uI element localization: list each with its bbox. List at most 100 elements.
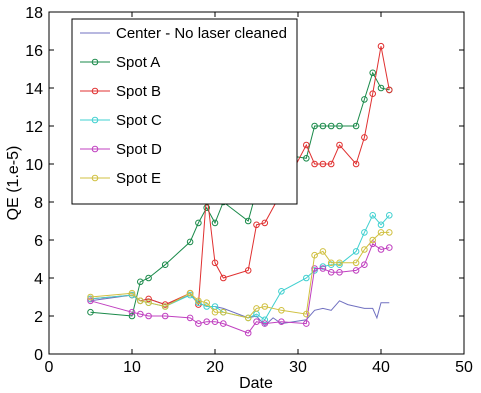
data-point: [261, 219, 269, 227]
data-point: [161, 261, 169, 269]
tick-layer: 0 10 20 30 40 50 0 2 4 6 8 10 12 14 16 18: [25, 5, 473, 376]
data-point: [195, 320, 202, 327]
legend-entry: Spot D: [80, 141, 162, 158]
y-tick-label: 16: [25, 43, 43, 60]
data-point: [303, 155, 310, 162]
data-point: [352, 160, 360, 168]
legend-label: Center - No laser cleaned: [116, 25, 287, 42]
data-point: [319, 160, 327, 168]
data-point: [361, 96, 368, 103]
data-point: [211, 259, 219, 267]
data-point: [161, 312, 169, 320]
data-point: [361, 134, 368, 141]
data-point: [278, 318, 285, 326]
data-point: [336, 122, 343, 130]
data-point: [145, 274, 152, 282]
data-point: [128, 308, 136, 316]
x-tick-label: 20: [206, 359, 224, 376]
data-point: [386, 86, 393, 94]
data-point: [386, 229, 393, 236]
data-point: [253, 305, 260, 312]
x-axis-label: Date: [239, 375, 273, 392]
data-point: [203, 318, 210, 326]
legend-marker: [91, 87, 99, 95]
legend-entry: Spot C: [80, 112, 162, 129]
y-axis-label: QE (1.e-5): [5, 146, 22, 221]
data-point: [145, 295, 152, 303]
data-point: [261, 303, 269, 310]
data-point: [195, 299, 202, 307]
data-point: [352, 267, 360, 274]
data-point: [244, 267, 252, 274]
data-point: [87, 295, 94, 303]
data-point: [203, 204, 210, 211]
data-point: [244, 329, 252, 337]
legend-box: [71, 18, 298, 205]
data-point: [261, 316, 269, 324]
y-tick-label: 4: [34, 271, 43, 288]
data-point: [361, 261, 368, 269]
data-point: [327, 259, 335, 267]
x-tick-label: 40: [372, 359, 390, 376]
legend-marker: [91, 174, 99, 182]
legend-label: Spot B: [116, 83, 161, 100]
data-point: [211, 318, 219, 326]
data-point: [278, 307, 285, 314]
legend-entry: Center - No laser cleaned: [80, 25, 287, 42]
data-point: [352, 248, 360, 255]
data-point: [336, 259, 343, 267]
data-point: [220, 320, 227, 327]
data-point: [311, 122, 318, 130]
data-point: [195, 301, 202, 308]
data-point: [311, 160, 318, 168]
data-point: [319, 122, 327, 130]
data-point: [369, 90, 377, 97]
x-tick-label: 0: [45, 359, 54, 376]
data-point: [319, 263, 327, 270]
legend-entry: Spot A: [80, 54, 160, 71]
data-point: [87, 297, 94, 305]
legend-entry: Spot B: [80, 83, 161, 100]
data-point: [369, 69, 377, 77]
data-point: [311, 265, 318, 272]
y-tick-label: 14: [25, 81, 43, 98]
data-point: [303, 320, 310, 327]
data-point: [244, 217, 252, 225]
legend: Center - No laser cleaned Spot A Spot B Spo…: [71, 18, 298, 205]
data-point: [278, 288, 285, 295]
data-point: [336, 261, 343, 269]
data-point: [211, 219, 219, 227]
y-tick-label: 2: [34, 309, 43, 326]
data-point: [377, 221, 385, 229]
data-point: [377, 42, 385, 50]
data-point: [327, 160, 335, 168]
y-tick-label: 10: [25, 157, 43, 174]
data-point: [336, 269, 343, 276]
data-point: [319, 265, 327, 272]
data-point: [386, 212, 393, 219]
legend-entry: Spot E: [80, 170, 161, 187]
data-point: [303, 310, 310, 318]
data-point: [128, 289, 136, 297]
data-point: [244, 314, 252, 322]
series-line: [90, 294, 390, 327]
legend-label: Spot A: [116, 54, 160, 71]
data-point: [336, 141, 343, 149]
data-point: [195, 219, 202, 227]
data-point: [137, 310, 144, 318]
data-point: [369, 236, 377, 244]
y-tick-label: 12: [25, 119, 43, 136]
legend-label: Spot E: [116, 170, 161, 187]
data-point: [145, 299, 152, 307]
y-tick-label: 8: [34, 195, 43, 212]
data-point: [369, 212, 377, 219]
x-tick-label: 50: [455, 359, 473, 376]
data-point: [186, 238, 194, 246]
data-point: [203, 299, 210, 307]
series-0: [90, 294, 390, 327]
y-tick-label: 0: [34, 347, 43, 364]
data-point: [352, 122, 360, 130]
legend-label: Spot D: [116, 141, 162, 158]
data-point: [377, 84, 385, 92]
y-tick-label: 6: [34, 233, 43, 250]
